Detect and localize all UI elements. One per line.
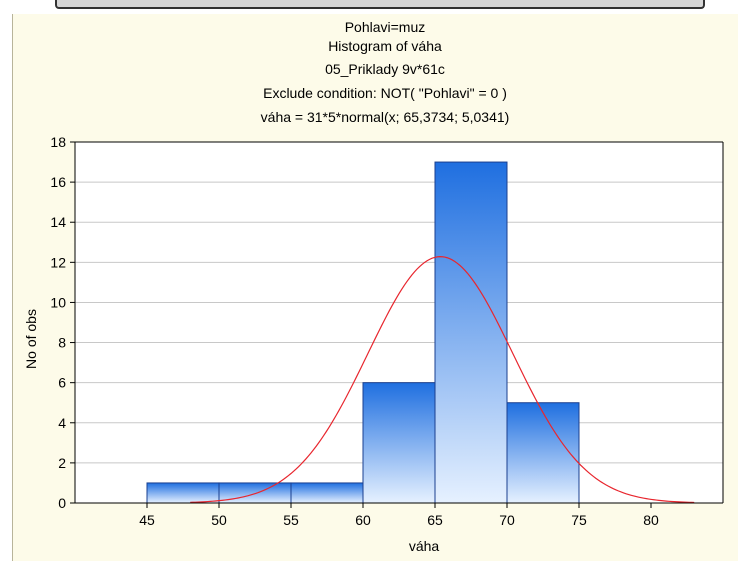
y-tick-label-12: 12 [50,254,66,270]
chart-subtitle-exclude: Exclude condition: NOT( "Pohlavi" = 0 ) [263,85,507,101]
histogram-bar-50-55 [218,482,292,504]
x-tick-label-45: 45 [139,512,155,528]
x-tick-label-55: 55 [283,512,299,528]
y-tick-label-18: 18 [50,134,66,150]
histogram-bar-65-70 [434,161,508,504]
y-tick-label-10: 10 [50,294,66,310]
histogram-bar-70-75 [506,402,580,504]
y-tick-label-4: 4 [58,415,66,431]
histogram-bar-45-50 [146,482,220,504]
window-top-strip [0,0,738,14]
x-axis-title: váha [409,538,440,554]
y-tick-label-6: 6 [58,375,66,391]
x-tick-label-70: 70 [499,512,515,528]
y-tick-label-16: 16 [50,174,66,190]
chart-title: Pohlavi=muz [345,19,426,35]
chart-subtitle-dataset: 05_Priklady 9v*61c [325,61,445,77]
x-tick-label-60: 60 [355,512,371,528]
x-tick-label-75: 75 [571,512,587,528]
chart-titles: Pohlavi=muz Histogram of váha 05_Priklad… [261,19,510,125]
y-tick-label-8: 8 [58,335,66,351]
histogram-bars [146,161,580,504]
y-axis-ticks: 0 2 4 6 8 10 12 14 16 18 [50,134,75,511]
x-axis-ticks: 45 50 55 60 65 70 75 80 [139,503,659,528]
y-axis-title: No of obs [23,309,39,369]
histogram-chart: Pohlavi=muz Histogram of váha 05_Priklad… [23,19,724,554]
histogram-bar-55-60 [290,482,364,504]
y-tick-label-0: 0 [58,495,66,511]
y-tick-label-14: 14 [50,214,66,230]
histogram-bar-60-65 [362,382,436,504]
chart-subtitle-formula: váha = 31*5*normal(x; 65,3734; 5,0341) [261,109,510,125]
x-tick-label-50: 50 [211,512,227,528]
y-tick-label-2: 2 [58,455,66,471]
normal-fit-curve [190,256,695,503]
chart-panel: Pohlavi=muz Histogram of váha 05_Priklad… [12,14,738,561]
axes [74,141,724,504]
x-tick-label-65: 65 [427,512,443,528]
window-frame-bar [55,0,705,9]
chart-subtitle-histogram: Histogram of váha [328,38,442,54]
x-tick-label-80: 80 [643,512,659,528]
